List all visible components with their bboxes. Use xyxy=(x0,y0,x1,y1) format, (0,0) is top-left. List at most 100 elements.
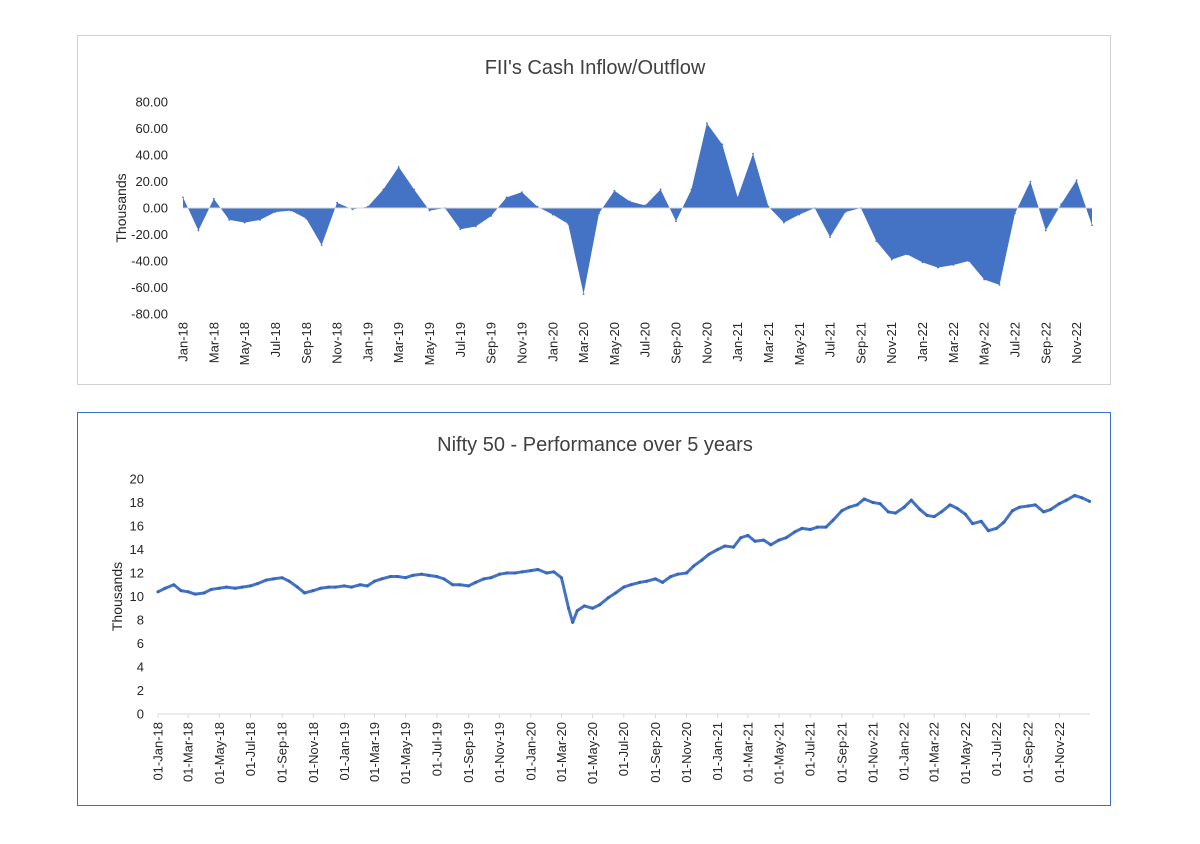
x-tick-label: 01-Sep-19 xyxy=(461,722,476,783)
y-tick-label: 20.00 xyxy=(135,174,168,189)
data-point xyxy=(163,586,167,590)
fii-flow-chart: FII's Cash Inflow/Outflow Thousands 80.00 6… xyxy=(113,57,1093,365)
x-tick-label: Mar-18 xyxy=(206,322,221,363)
data-point xyxy=(902,505,906,509)
data-point xyxy=(844,211,847,213)
data-point xyxy=(606,596,610,600)
data-point xyxy=(228,219,231,221)
data-point xyxy=(571,620,575,624)
data-point xyxy=(645,579,649,583)
data-point xyxy=(451,583,455,587)
data-point xyxy=(808,528,812,532)
data-point xyxy=(186,590,190,594)
data-point xyxy=(413,188,415,191)
data-point xyxy=(675,220,677,223)
data-point xyxy=(1002,520,1006,524)
data-point xyxy=(739,536,743,540)
x-tick-label: Mar-20 xyxy=(576,322,591,363)
data-point xyxy=(575,609,579,613)
data-point xyxy=(723,544,727,548)
data-point xyxy=(937,266,939,269)
x-tick-label: Jan-20 xyxy=(545,322,560,362)
data-point xyxy=(1060,203,1063,205)
x-tick-label: Jan-19 xyxy=(360,322,375,362)
data-point xyxy=(320,244,323,247)
x-tick-label: Sep-18 xyxy=(299,322,314,364)
data-point xyxy=(906,253,909,256)
x-tick-label: 01-May-22 xyxy=(958,722,973,784)
y-tick-label: 18 xyxy=(130,495,144,510)
data-point xyxy=(613,189,616,192)
data-point xyxy=(598,603,602,607)
x-tick-label: May-20 xyxy=(607,322,622,365)
data-point xyxy=(350,585,354,589)
data-point xyxy=(824,525,828,529)
x-tick-label: 01-Jan-19 xyxy=(337,722,352,781)
data-point xyxy=(769,543,773,547)
data-point xyxy=(752,152,754,155)
x-tick-label: 01-Nov-18 xyxy=(306,722,321,783)
data-point xyxy=(271,577,275,581)
y-tick-label: -40.00 xyxy=(131,254,168,269)
data-point xyxy=(467,584,470,588)
data-point xyxy=(690,188,693,191)
data-point xyxy=(886,510,890,514)
data-point xyxy=(474,580,478,584)
x-tick-label: Mar-22 xyxy=(946,322,961,363)
data-point xyxy=(878,502,882,506)
data-point xyxy=(653,577,657,581)
x-tick-label: 01-Mar-21 xyxy=(740,722,755,782)
x-tick-label: 01-Mar-19 xyxy=(367,722,382,782)
data-point xyxy=(365,584,369,588)
data-point xyxy=(659,188,662,191)
data-point xyxy=(248,584,252,588)
y-axis-title: Thousands xyxy=(109,562,125,631)
data-point xyxy=(274,211,277,213)
data-point xyxy=(342,584,346,588)
data-point xyxy=(746,533,750,537)
data-point xyxy=(1057,502,1061,506)
data-point xyxy=(490,215,493,217)
x-tick-label: 01-May-18 xyxy=(212,722,227,784)
data-point xyxy=(305,217,308,220)
data-point xyxy=(397,166,400,168)
data-point xyxy=(256,582,260,586)
data-point xyxy=(1042,510,1046,514)
y-tick-label: 2 xyxy=(137,683,144,698)
data-point xyxy=(243,221,246,224)
data-point xyxy=(983,278,986,281)
data-point xyxy=(259,219,261,221)
data-point xyxy=(893,511,897,515)
data-point xyxy=(676,572,680,576)
data-point xyxy=(871,501,875,504)
data-point xyxy=(336,201,338,204)
data-point xyxy=(513,571,517,575)
data-point xyxy=(855,503,859,507)
x-tick-label: Nov-21 xyxy=(884,322,899,364)
y-tick-label: 40.00 xyxy=(135,148,168,163)
data-point xyxy=(358,583,362,587)
data-point xyxy=(1049,508,1053,512)
data-point xyxy=(1091,224,1093,227)
x-tick-label: 01-May-21 xyxy=(771,722,786,784)
data-point xyxy=(800,526,804,530)
data-point xyxy=(156,590,160,594)
x-tick-label: 01-May-19 xyxy=(398,722,413,784)
data-point xyxy=(559,576,563,580)
y-tick-label: 6 xyxy=(137,636,144,651)
data-point xyxy=(295,585,299,589)
data-point xyxy=(614,591,618,595)
data-point xyxy=(202,591,206,595)
data-point xyxy=(388,575,392,579)
x-tick-label: 01-Nov-19 xyxy=(492,722,507,783)
x-tick-label: Mar-19 xyxy=(391,322,406,363)
y-tick-label: 14 xyxy=(130,542,144,557)
data-point xyxy=(318,586,322,590)
data-point xyxy=(435,575,439,579)
data-point xyxy=(707,552,711,556)
x-tick-label: 01-Mar-22 xyxy=(927,722,942,782)
y-tick-label: 16 xyxy=(130,519,144,534)
data-point xyxy=(767,205,770,208)
data-point xyxy=(427,573,431,577)
data-point xyxy=(289,209,292,212)
